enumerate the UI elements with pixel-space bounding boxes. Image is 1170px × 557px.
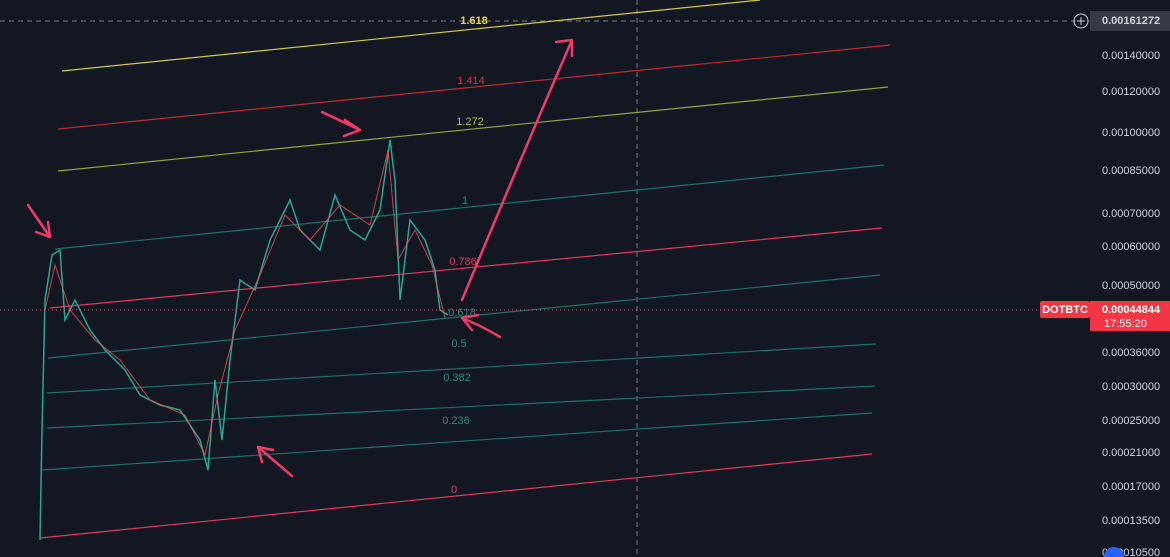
fib-channel <box>39 0 891 539</box>
logo <box>1104 547 1124 557</box>
axis-label: 0.00100000 <box>1102 127 1160 139</box>
fib-label: 1 <box>462 195 468 207</box>
arrow <box>460 313 502 339</box>
fib-label: 0.786 <box>449 256 477 268</box>
fib-line <box>61 0 761 72</box>
arrow <box>320 110 362 138</box>
crosshair-price-box <box>1090 11 1170 31</box>
axis-label: 0.00085000 <box>1102 165 1160 177</box>
add-button[interactable] <box>1073 13 1089 29</box>
fib-line <box>57 86 889 172</box>
fib-label: 1.414 <box>457 75 485 87</box>
axis-label: 0.00140000 <box>1102 50 1160 62</box>
arrow <box>256 445 294 478</box>
axis-label: 0.00161272 <box>1102 15 1160 27</box>
axis-label: 0.00021000 <box>1102 447 1160 459</box>
price-axis-labels: 0.00161272 0.00140000 0.00120000 0.00100… <box>1073 11 1170 557</box>
axis-label: 0.00070000 <box>1102 208 1160 220</box>
axis-label: 0.00060000 <box>1102 241 1160 253</box>
symbol: DOTBTC <box>1042 304 1088 316</box>
axis-label: 0.00010500 <box>1102 547 1160 557</box>
axis-label: 0.00017000 <box>1102 481 1160 493</box>
axis-label: 0.00050000 <box>1102 280 1160 292</box>
arrow <box>460 38 574 302</box>
axis-label: 0.00120000 <box>1102 86 1160 98</box>
fib-line <box>49 227 883 309</box>
add-icon <box>1077 17 1085 25</box>
price-trace-wicks <box>44 149 446 457</box>
fib-label: 0.382 <box>443 372 471 384</box>
axis-label: 0.00025000 <box>1102 415 1160 427</box>
fib-label: 0 <box>451 484 457 496</box>
fib-labels: 1.618 1.414 1.272 1 0.786 0.618 0.5 0.38… <box>442 15 488 496</box>
arrow <box>26 203 52 239</box>
logo-badge[interactable] <box>1104 547 1124 557</box>
annotations <box>26 38 574 478</box>
price-axis <box>1090 0 1170 557</box>
fib-line <box>39 453 873 539</box>
axis-label: 0.00030000 <box>1102 381 1160 393</box>
fib-label: 1.272 <box>456 116 484 128</box>
fib-label: 1.618 <box>460 15 488 27</box>
axis-label: 0.00036000 <box>1102 347 1160 359</box>
symbol-tag: DOTBTC 0.00044844 17:55:20 <box>1040 301 1170 331</box>
price-box <box>1090 301 1170 331</box>
fib-line <box>46 385 876 429</box>
fib-line <box>46 343 877 394</box>
axis-label: 0.00013500 <box>1102 515 1160 527</box>
fib-line <box>57 44 891 130</box>
fib-label: 0.5 <box>451 338 466 350</box>
fib-line <box>41 412 873 471</box>
fib-label: 0.236 <box>442 415 470 427</box>
price-trace <box>39 139 449 541</box>
symbol-box <box>1040 301 1090 318</box>
fib-line <box>54 164 885 250</box>
countdown: 17:55:20 <box>1104 318 1147 330</box>
last-price: 0.00044844 <box>1102 304 1161 316</box>
